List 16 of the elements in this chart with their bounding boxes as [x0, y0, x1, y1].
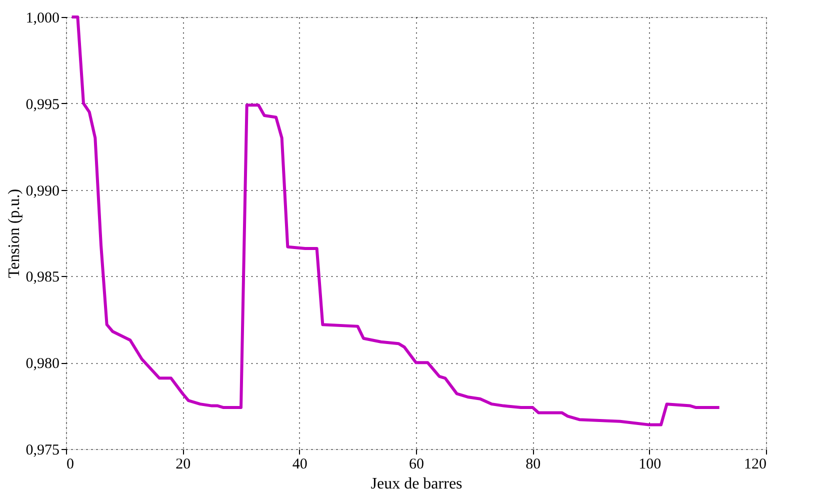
- x-tick-label: 120: [744, 456, 766, 472]
- x-tick-label: 40: [292, 456, 308, 472]
- x-tick-label: 20: [176, 456, 191, 472]
- y-tick-label: 0,980: [26, 356, 60, 372]
- x-tick-label: 0: [66, 456, 74, 472]
- y-tick-label: 0,990: [26, 183, 60, 200]
- x-tick-label: 80: [526, 456, 541, 472]
- y-tick-label: 0,985: [26, 270, 60, 286]
- line-series: [70, 16, 721, 426]
- y-axis-title: Tension (p.u.): [6, 188, 23, 278]
- x-axis-title: Jeux de barres: [370, 476, 462, 492]
- y-tick-label: 0,995: [26, 96, 60, 113]
- y-tick-label: 1,000: [26, 10, 60, 26]
- x-tick-label: 100: [638, 456, 662, 472]
- y-tick-label: 0,975: [26, 442, 60, 458]
- x-tick-label: 60: [409, 456, 424, 472]
